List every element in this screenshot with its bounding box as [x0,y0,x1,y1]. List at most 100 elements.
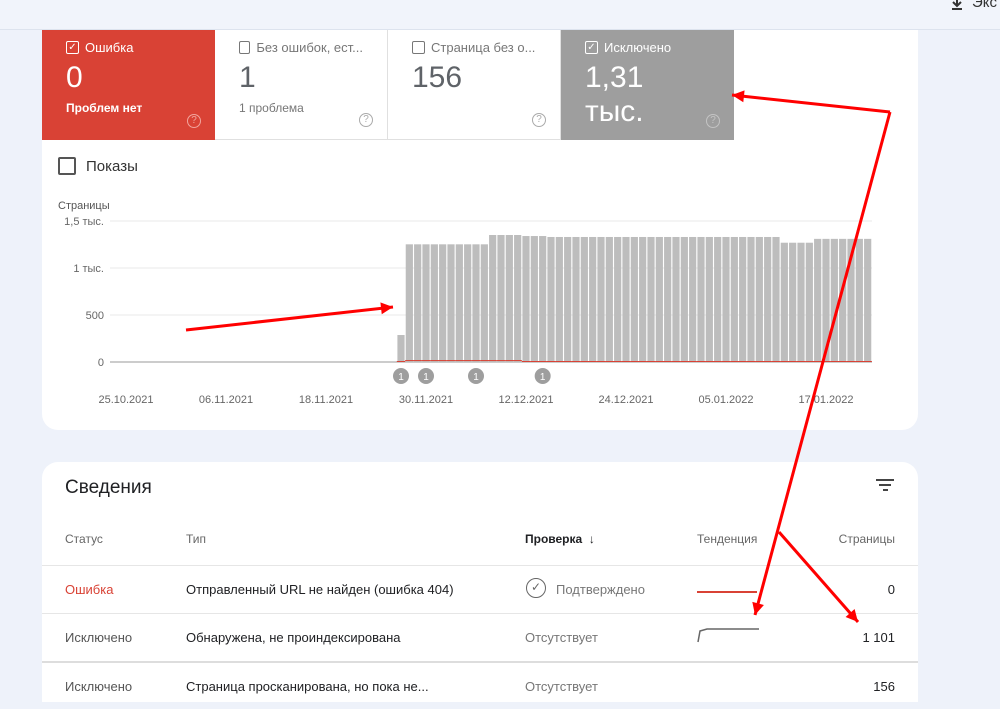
table-row[interactable]: Ошибка Отправленный URL не найден (ошибк… [42,565,918,613]
tab-valid[interactable]: Страница без о... 156 ? [388,30,561,140]
bar [680,236,688,362]
bar [655,236,663,362]
bar [697,236,705,362]
checkbox-checked-icon[interactable]: ✓ [585,41,598,54]
row-pages: 156 [873,679,895,694]
tab-error[interactable]: ✓ Ошибка 0 Проблем нет ? [42,30,215,140]
pages-chart: Страницы 0 500 1 тыс. 1,5 тыс. 25.10.2021 06.1… [58,200,872,406]
tab-sub: Проблем нет [66,101,143,115]
col-check-label: Проверка [525,532,583,546]
help-icon[interactable]: ? [187,114,201,128]
row-check: Отсутствует [525,630,598,645]
error-bar [580,361,589,362]
bar [630,236,638,362]
error-bar [796,361,806,362]
bar [847,238,855,362]
help-icon[interactable]: ? [359,113,373,127]
error-bar [630,361,639,362]
row-check: Отсутствует [525,679,598,694]
tab-label: Без ошибок, ест... [256,40,363,55]
bar [530,236,538,362]
bar [714,236,722,362]
annotation-label: 1 [540,372,546,383]
coverage-card: ✓ Ошибка 0 Проблем нет ? Без ошибок, ест.… [42,30,918,430]
error-bar [438,360,447,362]
col-check[interactable]: Проверка ↓ [525,532,595,546]
tab-value: 1,31 тыс. [585,61,644,128]
bar [547,236,555,362]
bar [722,236,730,362]
error-bar [588,361,597,362]
col-pages[interactable]: Страницы [838,532,895,546]
impressions-toggle[interactable]: Показы [58,157,138,175]
error-bar [513,360,522,362]
annotation-label: 1 [473,372,479,383]
checkbox-checked-icon[interactable]: ✓ [66,41,79,54]
error-bar [721,361,731,362]
bar [564,236,572,362]
x-tick-label: 06.11.2021 [199,394,253,406]
bar [647,236,655,362]
error-bar [613,361,622,362]
error-bar [546,361,556,362]
checkbox-icon[interactable] [239,41,251,54]
bar [822,238,830,362]
error-bar [780,361,789,362]
bar [464,244,472,362]
bar [447,244,455,362]
row-check: Подтверждено [556,582,645,597]
error-bar [688,361,697,362]
annotation-marker [393,368,409,384]
error-bar [480,360,489,362]
annotation-marker [534,368,551,384]
bar [764,236,772,362]
error-bar [838,361,847,362]
error-bar [771,361,781,362]
error-bar [755,361,764,362]
table-row[interactable]: Исключено Страница просканирована, но по… [42,661,918,709]
col-status[interactable]: Статус [65,532,103,546]
y-axis-label: Страницы [58,200,110,212]
export-button[interactable]: Экс [950,0,997,11]
bar [839,238,847,362]
bar [689,236,697,362]
trend-sparkline [697,628,759,643]
col-type[interactable]: Тип [186,532,207,546]
error-bar [788,361,797,362]
filter-icon[interactable] [876,476,894,494]
error-bar [655,361,664,362]
error-bar [821,361,831,362]
x-tick-label: 30.11.2021 [399,394,453,406]
x-tick-label: 18.11.2021 [299,394,353,406]
tab-value: 156 [412,61,463,94]
bar [755,236,763,362]
bar [522,236,530,362]
table-row[interactable]: Исключено Обнаружена, не проиндексирован… [42,613,918,661]
error-bar [855,361,864,362]
check-circle-icon: ✓ [526,578,546,598]
y-tick-label: 1,5 тыс. [64,216,104,228]
annotation-marker [468,368,484,384]
bar [597,236,605,362]
tab-excluded[interactable]: ✓ Исключено 1,31 тыс. ? [561,30,734,140]
checkbox-icon[interactable] [412,41,425,54]
bar [430,244,438,362]
bar [539,236,547,362]
bar [439,244,447,362]
help-icon[interactable]: ? [532,113,546,127]
row-pages: 1 101 [862,630,895,645]
bar [472,244,480,362]
error-bar [530,361,539,362]
help-icon[interactable]: ? [706,114,720,128]
tab-valid-with-warnings[interactable]: Без ошибок, ест... 1 1 проблема ? [215,30,388,140]
checkbox-icon[interactable] [58,157,76,175]
error-bar [680,361,689,362]
bar [422,244,430,362]
bar [805,242,813,362]
error-bar [430,360,439,362]
x-tick-label: 25.10.2021 [98,394,153,406]
error-bar [705,361,714,362]
col-trend[interactable]: Тенденция [697,532,758,546]
bar [555,236,563,362]
bar [814,238,822,362]
